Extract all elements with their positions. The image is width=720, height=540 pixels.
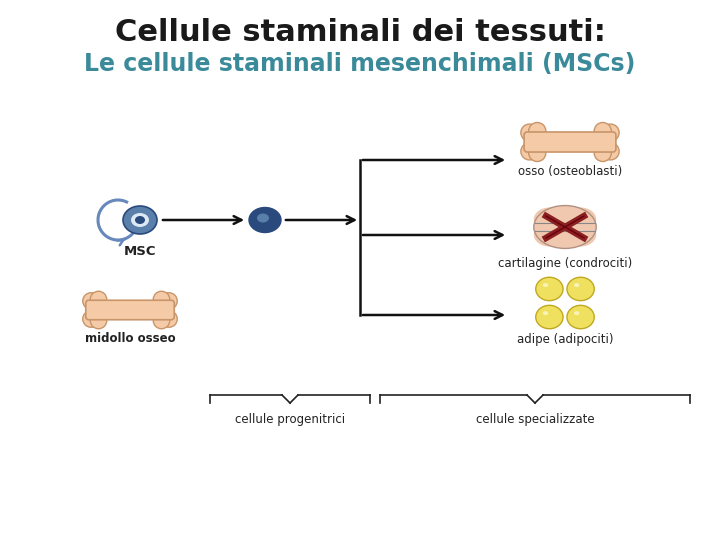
- Circle shape: [90, 312, 107, 329]
- Circle shape: [594, 123, 611, 140]
- Ellipse shape: [567, 305, 594, 329]
- Text: adipe (adipociti): adipe (adipociti): [517, 333, 613, 346]
- Ellipse shape: [543, 283, 548, 287]
- Circle shape: [90, 291, 107, 308]
- Circle shape: [161, 310, 177, 327]
- Ellipse shape: [534, 206, 596, 248]
- Ellipse shape: [536, 277, 563, 301]
- Ellipse shape: [536, 305, 563, 329]
- Circle shape: [161, 293, 177, 309]
- Text: osso (osteoblasti): osso (osteoblasti): [518, 165, 622, 178]
- Circle shape: [528, 123, 546, 140]
- FancyBboxPatch shape: [524, 132, 616, 152]
- Circle shape: [83, 293, 99, 309]
- FancyBboxPatch shape: [86, 300, 174, 320]
- Circle shape: [602, 124, 619, 141]
- Circle shape: [594, 144, 611, 161]
- Ellipse shape: [249, 207, 281, 233]
- Circle shape: [521, 143, 538, 160]
- Ellipse shape: [565, 223, 596, 246]
- Text: Cellule staminali dei tessuti:: Cellule staminali dei tessuti:: [114, 18, 606, 47]
- Text: cellule specializzate: cellule specializzate: [476, 413, 594, 426]
- Text: Le cellule staminali mesenchimali (MSCs): Le cellule staminali mesenchimali (MSCs): [84, 52, 636, 76]
- Ellipse shape: [534, 223, 565, 246]
- Circle shape: [153, 312, 170, 329]
- Ellipse shape: [565, 207, 596, 231]
- Circle shape: [83, 310, 99, 327]
- Ellipse shape: [574, 311, 580, 315]
- Circle shape: [528, 144, 546, 161]
- Ellipse shape: [123, 206, 157, 234]
- Circle shape: [153, 291, 170, 308]
- Ellipse shape: [135, 216, 145, 224]
- Ellipse shape: [574, 283, 580, 287]
- Ellipse shape: [534, 207, 565, 231]
- Ellipse shape: [257, 213, 269, 222]
- Circle shape: [602, 143, 619, 160]
- Ellipse shape: [543, 311, 548, 315]
- Text: midollo osseo: midollo osseo: [85, 332, 175, 345]
- Text: cellule progenitrici: cellule progenitrici: [235, 413, 345, 426]
- Circle shape: [521, 124, 538, 141]
- Ellipse shape: [567, 277, 594, 301]
- Ellipse shape: [131, 213, 149, 227]
- Text: MSC: MSC: [124, 245, 156, 258]
- Text: cartilagine (condrociti): cartilagine (condrociti): [498, 257, 632, 270]
